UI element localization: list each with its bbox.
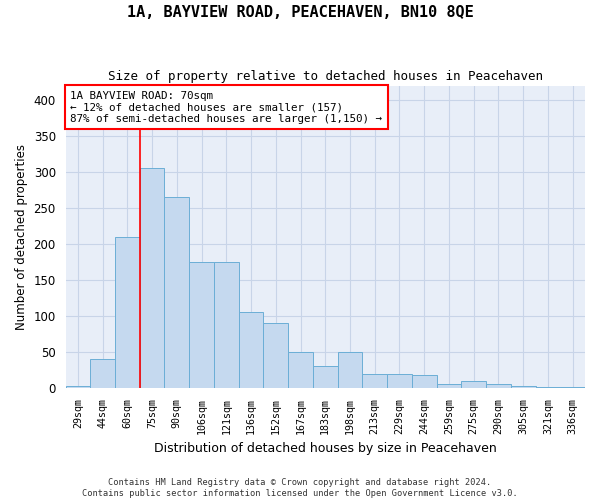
Bar [65,386,90,388]
Bar [115,237,140,388]
Bar [536,386,560,388]
Bar [288,352,313,388]
Bar [461,380,486,388]
Bar [164,197,189,388]
Bar [387,374,412,388]
Bar [90,359,115,388]
Bar [362,374,387,388]
Bar [263,323,288,388]
Text: 1A, BAYVIEW ROAD, PEACEHAVEN, BN10 8QE: 1A, BAYVIEW ROAD, PEACEHAVEN, BN10 8QE [127,5,473,20]
Text: Contains HM Land Registry data © Crown copyright and database right 2024.
Contai: Contains HM Land Registry data © Crown c… [82,478,518,498]
Bar [140,168,164,388]
Bar [511,386,536,388]
Bar [313,366,338,388]
Bar [214,262,239,388]
Bar [189,262,214,388]
Bar [437,384,461,388]
X-axis label: Distribution of detached houses by size in Peacehaven: Distribution of detached houses by size … [154,442,497,455]
Y-axis label: Number of detached properties: Number of detached properties [15,144,28,330]
Bar [486,384,511,388]
Bar [338,352,362,388]
Bar [560,386,585,388]
Text: 1A BAYVIEW ROAD: 70sqm
← 12% of detached houses are smaller (157)
87% of semi-de: 1A BAYVIEW ROAD: 70sqm ← 12% of detached… [70,90,382,124]
Bar [239,312,263,388]
Title: Size of property relative to detached houses in Peacehaven: Size of property relative to detached ho… [108,70,543,83]
Bar [412,375,437,388]
